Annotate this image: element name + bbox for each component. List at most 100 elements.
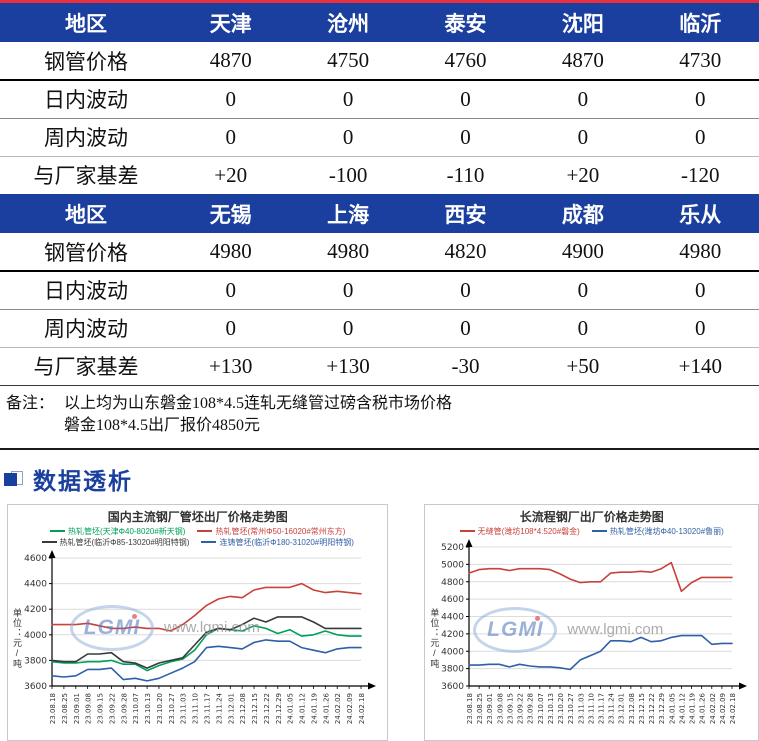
table-header-cell: 地区 — [0, 194, 172, 233]
table-row: 日内波动 0 0 0 0 0 — [0, 80, 759, 119]
remark-label: 备注： — [6, 394, 55, 412]
table-header-row: 地区 天津 沧州 泰安 沈阳 临沂 — [0, 3, 759, 42]
row-label-cell: 日内波动 — [0, 80, 172, 119]
table-cell: 0 — [524, 118, 642, 157]
legend-item: 热轧管坯(天津Φ40-8020#新天钢) — [49, 526, 185, 537]
chart-line-series — [468, 561, 734, 592]
svg-text:5000: 5000 — [442, 560, 465, 570]
svg-text:4000: 4000 — [24, 630, 47, 640]
row-label-cell: 钢管价格 — [0, 233, 172, 272]
table-cell: 4750 — [289, 42, 407, 81]
svg-text:23.10.13: 23.10.13 — [144, 693, 152, 724]
svg-text:23.12.08: 23.12.08 — [239, 693, 247, 724]
legend-label: 无缝管(潍坊108*4.520#磐金) — [477, 526, 580, 536]
svg-text:23.09.08: 23.09.08 — [85, 693, 93, 724]
section-header: 数据透析 — [4, 462, 759, 496]
chart-panel-long-process: 长流程钢厂出厂价格走势图 无缝管(潍坊108*4.520#磐金) 热轧管坯(潍坊Φ… — [424, 503, 759, 741]
table-header-cell: 泰安 — [406, 3, 525, 42]
table-cell: 4730 — [641, 42, 759, 81]
table-cell: 0 — [406, 271, 525, 310]
svg-text:4400: 4400 — [442, 612, 465, 622]
table-cell: -100 — [328, 162, 368, 187]
row-label-cell: 与厂家基差 — [33, 164, 139, 189]
chart-legend: 热轧管坯(天津Φ40-8020#新天钢) 热轧管坯(常州Φ50-16020#常州东… — [10, 526, 385, 548]
table-cell: +50 — [524, 347, 642, 386]
svg-text:4200: 4200 — [442, 629, 465, 639]
svg-text:3800: 3800 — [442, 664, 465, 674]
charts-row: 国内主流钢厂管坯出厂价格走势图 热轧管坯(天津Φ40-8020#新天钢) 热轧管坯… — [0, 503, 759, 741]
table-cell: 0 — [524, 271, 642, 310]
remark-note: 备注： 以上均为山东磐金108*4.5连轧无缝管过磅含税市场价格 磐金108*4.… — [0, 386, 759, 446]
table-cell: 0 — [289, 309, 407, 348]
legend-line-swatch — [459, 530, 475, 532]
svg-text:23.11.24: 23.11.24 — [608, 692, 616, 724]
table-cell: 0 — [289, 271, 407, 310]
table-cell: 0 — [641, 80, 759, 119]
svg-text:23.10.27: 23.10.27 — [168, 693, 176, 724]
table-row: 钢管价格 4870 4750 4760 4870 4730 — [0, 42, 759, 81]
svg-text:4400: 4400 — [24, 579, 47, 589]
chart-title: 国内主流钢厂管坯出厂价格走势图 — [107, 509, 288, 524]
table-cell: 0 — [641, 118, 759, 157]
table-row: 与厂家基差 +20 -100 -110 +20 -120 — [0, 156, 759, 194]
legend-item: 热轧管坯(常州Φ50-16020#常州东方) — [197, 526, 345, 537]
svg-text:23.08.18: 23.08.18 — [49, 693, 57, 724]
chart-panel-domestic-billet: 国内主流钢厂管坯出厂价格走势图 热轧管坯(天津Φ40-8020#新天钢) 热轧管坯… — [7, 503, 389, 741]
legend-line-swatch — [41, 541, 57, 543]
svg-text:23.12.01: 23.12.01 — [618, 693, 626, 724]
table-header-cell: 上海 — [289, 194, 407, 233]
section-divider — [0, 447, 759, 450]
svg-text:23.12.29: 23.12.29 — [275, 693, 283, 724]
table-header-cell: 成都 — [524, 194, 642, 233]
legend-line-swatch — [197, 530, 213, 532]
row-label-cell: 日内波动 — [0, 271, 172, 310]
legend-label: 热轧管坯(潍坊Φ40-13020#鲁丽) — [609, 526, 724, 536]
svg-text:23.12.01: 23.12.01 — [227, 693, 235, 724]
table-cell: +20 — [566, 162, 600, 187]
table-cell: 4760 — [406, 42, 525, 81]
table-cell: 0 — [172, 118, 290, 157]
table-cell: 0 — [524, 309, 642, 348]
table-cell: 0 — [172, 309, 290, 348]
table-cell: 4980 — [289, 233, 407, 272]
table-header-row: 地区 天津 沧州 泰安 沈阳 临沂 — [0, 3, 759, 42]
table-cell: 0 — [524, 80, 642, 119]
svg-text:23.09.15: 23.09.15 — [97, 693, 105, 724]
legend-item: 热轧管坯(临沂Φ85-13020#明阳特钢) — [41, 537, 189, 548]
svg-text:23.09.22: 23.09.22 — [517, 693, 525, 724]
table-cell: 0 — [172, 80, 290, 119]
svg-text:23.10.27: 23.10.27 — [568, 693, 576, 724]
row-label-cell: 与厂家基差 — [0, 347, 172, 386]
svg-text:23.11.17: 23.11.17 — [204, 693, 212, 724]
svg-text:23.10.20: 23.10.20 — [156, 693, 164, 724]
chart-legend: 无缝管(潍坊108*4.520#磐金) 热轧管坯(潍坊Φ40-13020#鲁丽) — [427, 526, 756, 537]
svg-text:24.01.19: 24.01.19 — [310, 693, 318, 724]
table-row: 周内波动 0 0 0 0 0 — [0, 309, 759, 348]
svg-text:24.02.18: 24.02.18 — [358, 693, 366, 724]
svg-text:24.01.05: 24.01.05 — [669, 693, 677, 724]
table-row: 钢管价格 4980 4980 4820 4900 4980 — [0, 233, 759, 272]
chart-line-series — [51, 615, 362, 669]
legend-item: 无缝管(潍坊108*4.520#磐金) — [459, 526, 580, 537]
table-row: 与厂家基差 +130 +130 -30 +50 +140 — [0, 347, 759, 386]
svg-text:24.02.09: 24.02.09 — [719, 693, 727, 724]
table-cell: 0 — [406, 309, 525, 348]
svg-text:23.10.20: 23.10.20 — [557, 693, 565, 724]
svg-text:23.12.29: 23.12.29 — [659, 693, 667, 724]
chart-plot: 3600 3800 4000 4200 4400 4600 4800 5000 5200 23.0… — [442, 538, 748, 724]
svg-text:24.02.09: 24.02.09 — [346, 693, 354, 724]
svg-text:3800: 3800 — [24, 656, 47, 666]
svg-text:4600: 4600 — [24, 554, 47, 564]
row-label-cell: 周内波动 — [0, 118, 172, 157]
table-cell: 4870 — [524, 42, 642, 81]
svg-text:4000: 4000 — [442, 647, 465, 657]
table-row: 周内波动 0 0 0 0 0 — [0, 118, 759, 157]
svg-text:23.12.15: 23.12.15 — [251, 693, 259, 724]
svg-text:23.09.28: 23.09.28 — [120, 693, 128, 724]
svg-text:23.10.07: 23.10.07 — [132, 693, 140, 724]
table-header-cell: 无锡 — [172, 194, 290, 233]
legend-item: 连铸管坯(临沂Φ180-31020#明阳特钢) — [201, 537, 354, 548]
svg-text:23.11.10: 23.11.10 — [588, 693, 596, 724]
svg-text:23.11.17: 23.11.17 — [598, 693, 606, 724]
